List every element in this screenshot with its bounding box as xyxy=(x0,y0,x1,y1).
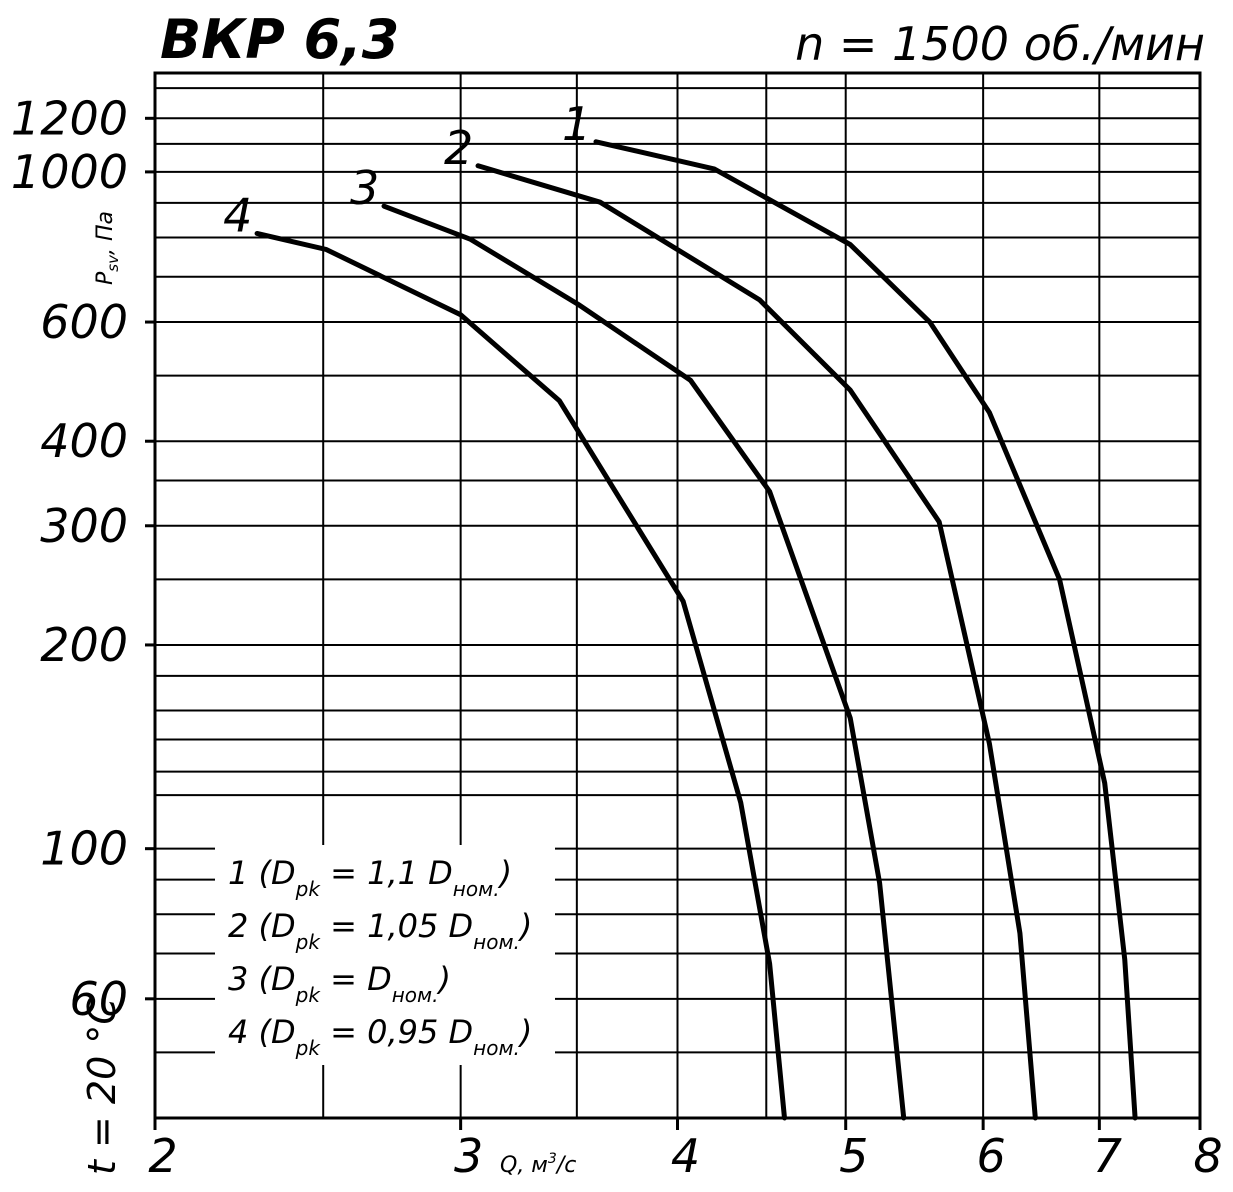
legend-part: 4 (D xyxy=(228,1013,296,1051)
legend-part: ном. xyxy=(453,877,500,901)
x-axis-label: Q, м3/с xyxy=(500,1151,576,1178)
x-tick-label: 5 xyxy=(839,1129,868,1183)
x-label-main: Q, м xyxy=(500,1153,548,1178)
legend-entry: 3 (Dpk = Dном.) xyxy=(228,960,451,1007)
y-tick-label: 600 xyxy=(40,295,128,349)
legend-entry: 4 (Dpk = 0,95 Dном.) xyxy=(228,1013,532,1060)
y-tick-label: 60 xyxy=(69,972,128,1026)
curve xyxy=(475,163,1038,1121)
curve xyxy=(593,139,1138,1121)
legend-entry: 2 (Dpk = 1,05 Dном.) xyxy=(228,907,532,954)
legend-part: ) xyxy=(518,907,532,945)
x-tick-label: 2 xyxy=(148,1129,177,1183)
legend-part: pk xyxy=(295,930,322,954)
legend-part: pk xyxy=(295,1036,322,1060)
curve-label: 1 xyxy=(562,97,591,151)
plot-frame xyxy=(153,71,1202,1120)
curve xyxy=(381,203,907,1121)
legend-entry: 1 (Dpk = 1,1 Dном.) xyxy=(228,854,512,901)
legend-part: = 1,1 D xyxy=(320,854,453,892)
legend-part: 2 (D xyxy=(228,907,296,945)
chart-subtitle: n = 1500 об./мин xyxy=(795,17,1205,71)
note: t = 20 °C xyxy=(80,998,124,1175)
legend-box xyxy=(215,845,555,1065)
x-tick-label: 6 xyxy=(977,1129,1006,1183)
legend-part: = 1,05 D xyxy=(320,907,473,945)
y-tick-label: 1200 xyxy=(11,91,128,145)
legend-part: ) xyxy=(498,854,512,892)
legend: 1 (Dpk = 1,1 Dном.)2 (Dpk = 1,05 Dном.)3… xyxy=(215,845,555,1065)
x-label-sup: 3 xyxy=(548,1151,557,1167)
curve-label: 3 xyxy=(350,161,379,215)
legend-part: ном. xyxy=(473,1036,520,1060)
legend-part: = 0,95 D xyxy=(320,1013,473,1051)
curve-label: 2 xyxy=(444,121,473,175)
y-label-sub: sv xyxy=(104,254,122,272)
legend-part: ном. xyxy=(392,983,439,1007)
y-tick-label: 1000 xyxy=(11,145,128,199)
x-tick-label: 7 xyxy=(1093,1129,1122,1183)
legend-part: pk xyxy=(295,877,322,901)
y-tick-label: 100 xyxy=(40,822,128,876)
x-tick-label: 4 xyxy=(671,1129,700,1183)
legend-part: pk xyxy=(295,983,322,1007)
chart-title: ВКР 6,3 xyxy=(160,8,399,71)
curve-label: 4 xyxy=(223,188,252,242)
y-label-unit: , Па xyxy=(93,211,118,255)
legend-part: 1 (D xyxy=(228,854,296,892)
legend-part: ) xyxy=(437,960,451,998)
y-tick-label: 300 xyxy=(40,499,128,553)
legend-part: = D xyxy=(320,960,392,998)
legend-part: ном. xyxy=(473,930,520,954)
y-axis-label: Psv, Па xyxy=(93,211,122,285)
x-tick-label: 3 xyxy=(454,1129,483,1183)
x-label-unit: /с xyxy=(555,1153,577,1178)
curves: 1 2 3 4 xyxy=(223,97,1138,1121)
curve xyxy=(254,230,787,1121)
y-tick-label: 400 xyxy=(40,414,128,468)
y-label-main: P xyxy=(93,271,118,285)
legend-part: ) xyxy=(518,1013,532,1051)
y-tick-label: 200 xyxy=(40,618,128,672)
legend-part: 3 (D xyxy=(228,960,296,998)
x-tick-label: 8 xyxy=(1193,1129,1222,1183)
